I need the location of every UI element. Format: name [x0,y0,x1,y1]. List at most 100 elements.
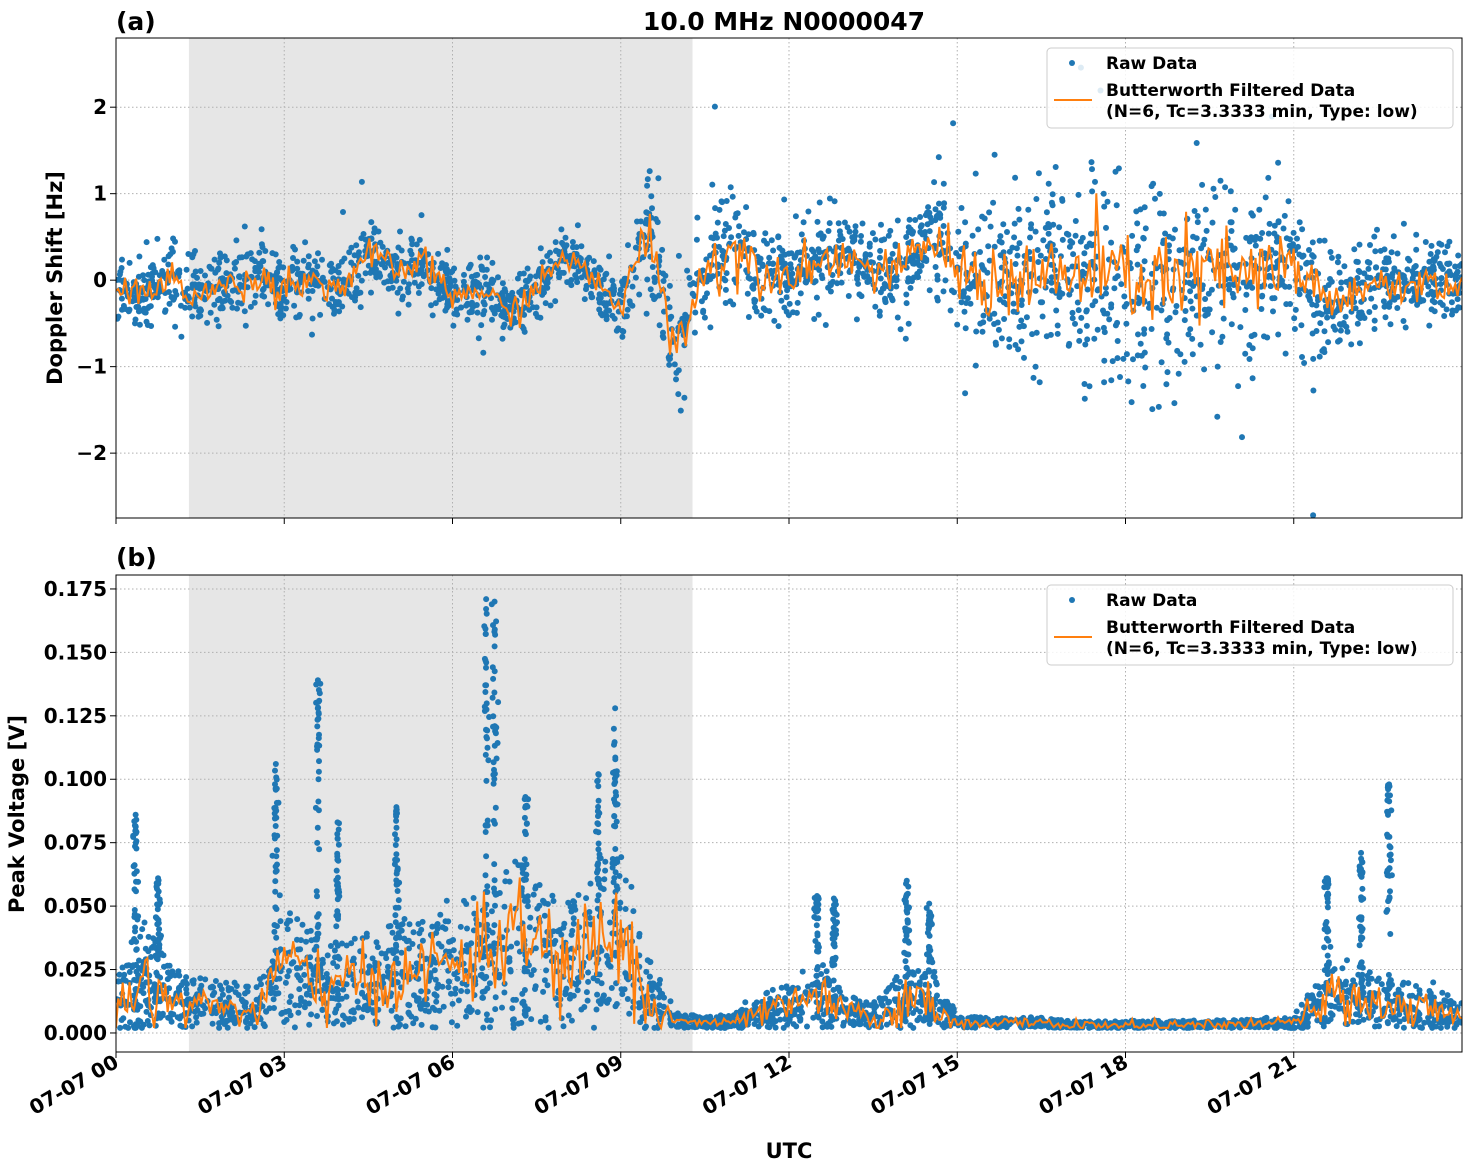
raw-data-point [228,299,235,305]
raw-data-point [254,267,261,274]
raw-data-point [282,305,289,312]
raw-data-point [270,989,277,996]
raw-data-point [749,284,756,291]
raw-data-point [993,341,999,348]
raw-data-point [852,223,859,230]
raw-data-point [636,1000,643,1007]
raw-data-point [231,979,238,986]
raw-data-point [294,258,301,265]
raw-data-point [314,281,321,288]
raw-data-point [609,856,616,862]
raw-data-point [701,314,708,321]
raw-data-point [480,1024,487,1031]
raw-data-point [758,312,765,319]
raw-data-point [528,971,535,978]
raw-data-point [1347,276,1354,283]
raw-data-point [183,986,190,993]
raw-data-point [1228,321,1235,328]
raw-data-point [691,329,698,336]
raw-data-point [164,976,171,983]
raw-data-point [479,266,485,273]
y-axis-label-b: Peak Voltage [V] [5,715,29,913]
raw-data-point [1371,233,1378,240]
raw-data-point [811,316,818,322]
raw-data-point [327,943,334,949]
raw-data-point [244,1024,251,1031]
raw-data-point [932,264,939,270]
raw-data-point [905,240,912,247]
raw-data-point [1390,233,1397,240]
raw-data-point [268,985,274,992]
raw-data-point [211,256,218,263]
raw-data-point [1232,206,1239,213]
raw-data-point [1222,184,1229,191]
raw-data-point [514,940,520,947]
raw-data-point [606,307,613,314]
raw-data-point [219,305,226,312]
raw-data-point [231,265,238,272]
raw-data-point [465,265,472,272]
raw-data-point [286,999,293,1005]
raw-data-point [247,1020,254,1027]
raw-data-point [480,311,487,318]
raw-data-point [1015,346,1022,353]
raw-data-point [1112,275,1119,282]
raw-data-point [1296,291,1303,298]
raw-data-point [502,314,508,321]
raw-data-point [521,1002,528,1009]
raw-data-point [1074,283,1081,290]
raw-data-point [846,228,853,235]
raw-data-point [1427,270,1434,277]
raw-data-point [1226,286,1233,293]
raw-data-point [1037,252,1044,259]
raw-data-point [798,231,805,238]
raw-data-point [1088,242,1095,249]
raw-data-point [229,1009,236,1016]
raw-data-point [666,282,673,289]
raw-data-point [1212,194,1219,200]
raw-data-point [903,234,910,240]
raw-data-point [651,296,658,303]
raw-data-point [355,272,362,279]
raw-data-point [1123,301,1130,307]
raw-data-point [768,270,775,277]
raw-data-point [799,968,806,975]
raw-data-point [183,974,190,981]
raw-data-point [823,968,830,975]
raw-data-point [1052,164,1059,170]
raw-data-point [1265,230,1272,237]
raw-data-point [936,200,942,207]
y-tick-label: −1 [76,355,107,379]
raw-data-point [1135,331,1141,338]
raw-data-point [855,269,862,276]
raw-data-point [547,258,554,265]
raw-data-point [1251,331,1258,338]
raw-data-point [918,222,925,229]
raw-data-point [394,289,401,296]
raw-data-point [568,931,575,938]
raw-data-point [1343,994,1350,1001]
raw-data-point [378,261,385,268]
raw-data-point [1413,246,1420,253]
raw-data-point [636,291,643,298]
raw-data-point [1264,1024,1271,1031]
raw-data-point [1197,341,1204,348]
raw-data-point [907,285,914,291]
raw-data-point [760,305,767,312]
raw-data-point [969,232,976,239]
raw-data-point [435,290,442,297]
raw-data-point [962,390,969,397]
raw-data-point [418,281,425,288]
y-tick-label: 0.100 [44,767,107,791]
raw-data-point [450,937,457,943]
raw-data-point [1259,230,1266,236]
raw-data-point [707,324,714,331]
raw-data-point [151,282,158,289]
raw-data-point [1114,338,1121,344]
raw-data-point [919,974,926,981]
raw-data-point [183,266,190,273]
raw-data-point [1455,304,1462,311]
raw-data-point [438,943,445,950]
raw-data-point [815,231,822,238]
panel-a-label: (a) [116,7,156,36]
